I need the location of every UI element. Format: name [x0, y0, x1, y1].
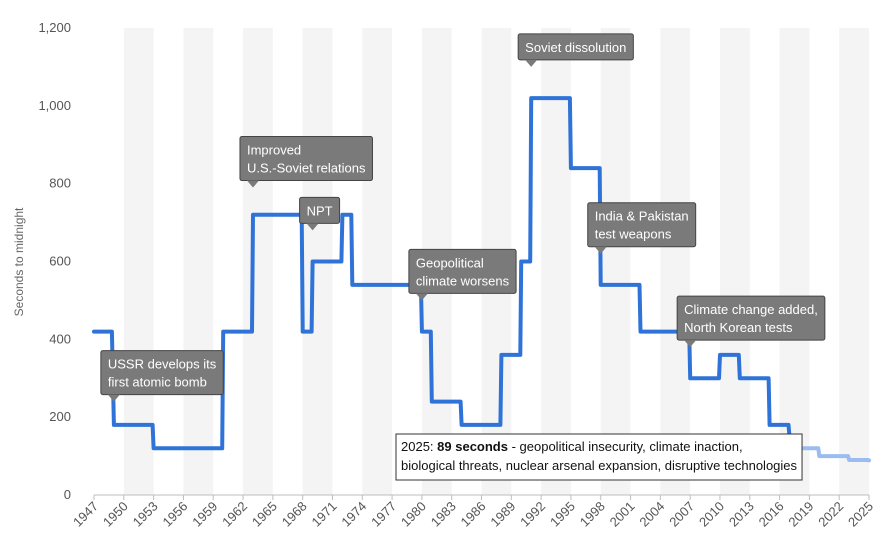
annotation-pointer: [107, 394, 120, 402]
annotation-callout: Geopolitical climate worsens: [408, 248, 517, 301]
annotation-label: Geopolitical: [416, 255, 484, 270]
annotation-pointer: [415, 293, 428, 301]
annotation-callout: India & Pakistan test weapons: [587, 202, 697, 254]
x-tick-label: 2007: [666, 499, 697, 530]
grid-band: [362, 28, 393, 495]
annotation-callout: Improved U.S.-Soviet relations: [239, 136, 373, 188]
annotation-label: test weapons: [595, 227, 672, 242]
highlight-text: - geopolitical insecurity, climate inact…: [508, 439, 743, 454]
grid-band: [839, 28, 869, 495]
annotation-box: [408, 248, 517, 294]
y-tick-label: 0: [64, 487, 71, 502]
x-tick-label: 1947: [70, 499, 101, 530]
x-tick-label: 1977: [368, 499, 399, 530]
annotation-label: USSR develops its: [108, 357, 217, 372]
annotation-label: U.S.-Soviet relations: [247, 161, 366, 176]
annotation-box: [239, 136, 373, 182]
grid-band: [183, 28, 214, 495]
grid-bands: [123, 28, 869, 495]
annotation-box: [587, 202, 697, 248]
x-tick-label: 2016: [756, 499, 787, 530]
y-tick-label: 400: [49, 331, 71, 346]
annotation-pointer: [306, 223, 319, 231]
x-tick-label: 1959: [189, 499, 220, 530]
x-tick-label: 1986: [458, 499, 489, 530]
series-line-1: [92, 96, 792, 451]
annotation-pointer: [684, 340, 697, 348]
grid-band: [243, 28, 273, 495]
x-tick-label: 1950: [100, 499, 131, 530]
y-tick-label: 1,000: [38, 98, 71, 113]
x-tick-label: 2025: [845, 499, 876, 530]
highlight-text: 2025:: [401, 439, 437, 454]
grid-band: [779, 28, 810, 495]
annotation-label: first atomic bomb: [108, 375, 207, 390]
grid-band: [719, 28, 750, 495]
x-tick-label: 1998: [577, 499, 608, 530]
annotation-pointer: [525, 59, 538, 67]
highlight-value: 89 seconds: [437, 439, 508, 454]
annotation-pointer: [594, 246, 607, 254]
x-tick-label: 2019: [785, 499, 816, 530]
annotations: USSR develops its first atomic bomb Improv…: [100, 33, 826, 402]
highlight-box: 2025: 89 seconds - geopolitical insecuri…: [395, 433, 803, 481]
x-tick-label: 1962: [219, 499, 250, 530]
x-tick-label: 1965: [249, 499, 280, 530]
y-axis-title: Seconds to midnight: [12, 207, 26, 316]
y-tick-label: 200: [49, 409, 71, 424]
annotation-box: [299, 196, 341, 224]
grid-band: [123, 28, 154, 495]
x-tick-label: 2001: [607, 499, 638, 530]
grid-band: [660, 28, 691, 495]
annotation-callout: Climate change added, North Korean tests: [676, 295, 826, 348]
highlight-text: biological threats, nuclear arsenal expa…: [401, 458, 798, 473]
grid-band: [600, 28, 631, 495]
highlight-line: biological threats, nuclear arsenal expa…: [401, 458, 798, 473]
annotation-callout: USSR develops its first atomic bomb: [100, 350, 224, 402]
annotation-callout: NPT: [299, 196, 341, 231]
annotation-box: [517, 33, 634, 61]
x-tick-label: 1980: [398, 499, 429, 530]
annotation-label: India & Pakistan: [595, 209, 689, 224]
x-tick-label: 1956: [159, 499, 190, 530]
x-tick-label: 2010: [696, 499, 727, 530]
x-tick-label: 1995: [547, 499, 578, 530]
grid-band: [541, 28, 571, 495]
annotation-box: [676, 295, 826, 341]
highlight-frame: [395, 433, 803, 481]
x-tick-label: 1992: [517, 499, 548, 530]
x-tick-label: 1989: [487, 499, 518, 530]
annotation-callout: Soviet dissolution: [517, 33, 634, 67]
annotation-box: [100, 350, 224, 396]
y-tick-label: 800: [49, 176, 71, 191]
y-tick-label: 600: [49, 254, 71, 269]
highlight-line: 2025: 89 seconds - geopolitical insecuri…: [401, 439, 743, 454]
annotation-label: North Korean tests: [684, 320, 793, 335]
y-tick-label: 1,200: [38, 20, 71, 35]
x-tick-label: 1971: [309, 499, 340, 530]
annotation-label: Improved: [247, 143, 301, 158]
annotation-label: climate worsens: [416, 273, 510, 288]
annotation-label: Soviet dissolution: [525, 40, 626, 55]
x-tick-label: 1983: [428, 499, 459, 530]
annotation-pointer: [246, 180, 259, 188]
annotation-label: Climate change added,: [684, 302, 818, 317]
x-tick-label: 1974: [338, 499, 369, 530]
x-tick-label: 2022: [815, 499, 846, 530]
x-axis: 1947195019531956195919621965196819711974…: [70, 494, 876, 530]
annotation-label: NPT: [307, 203, 333, 218]
x-tick-label: 2013: [726, 499, 757, 530]
x-tick-label: 1968: [279, 499, 310, 530]
y-axis: 0 200 400 600 800 1,000 1,200: [38, 20, 71, 502]
x-tick-label: 2004: [636, 499, 667, 530]
x-tick-label: 1953: [130, 499, 161, 530]
